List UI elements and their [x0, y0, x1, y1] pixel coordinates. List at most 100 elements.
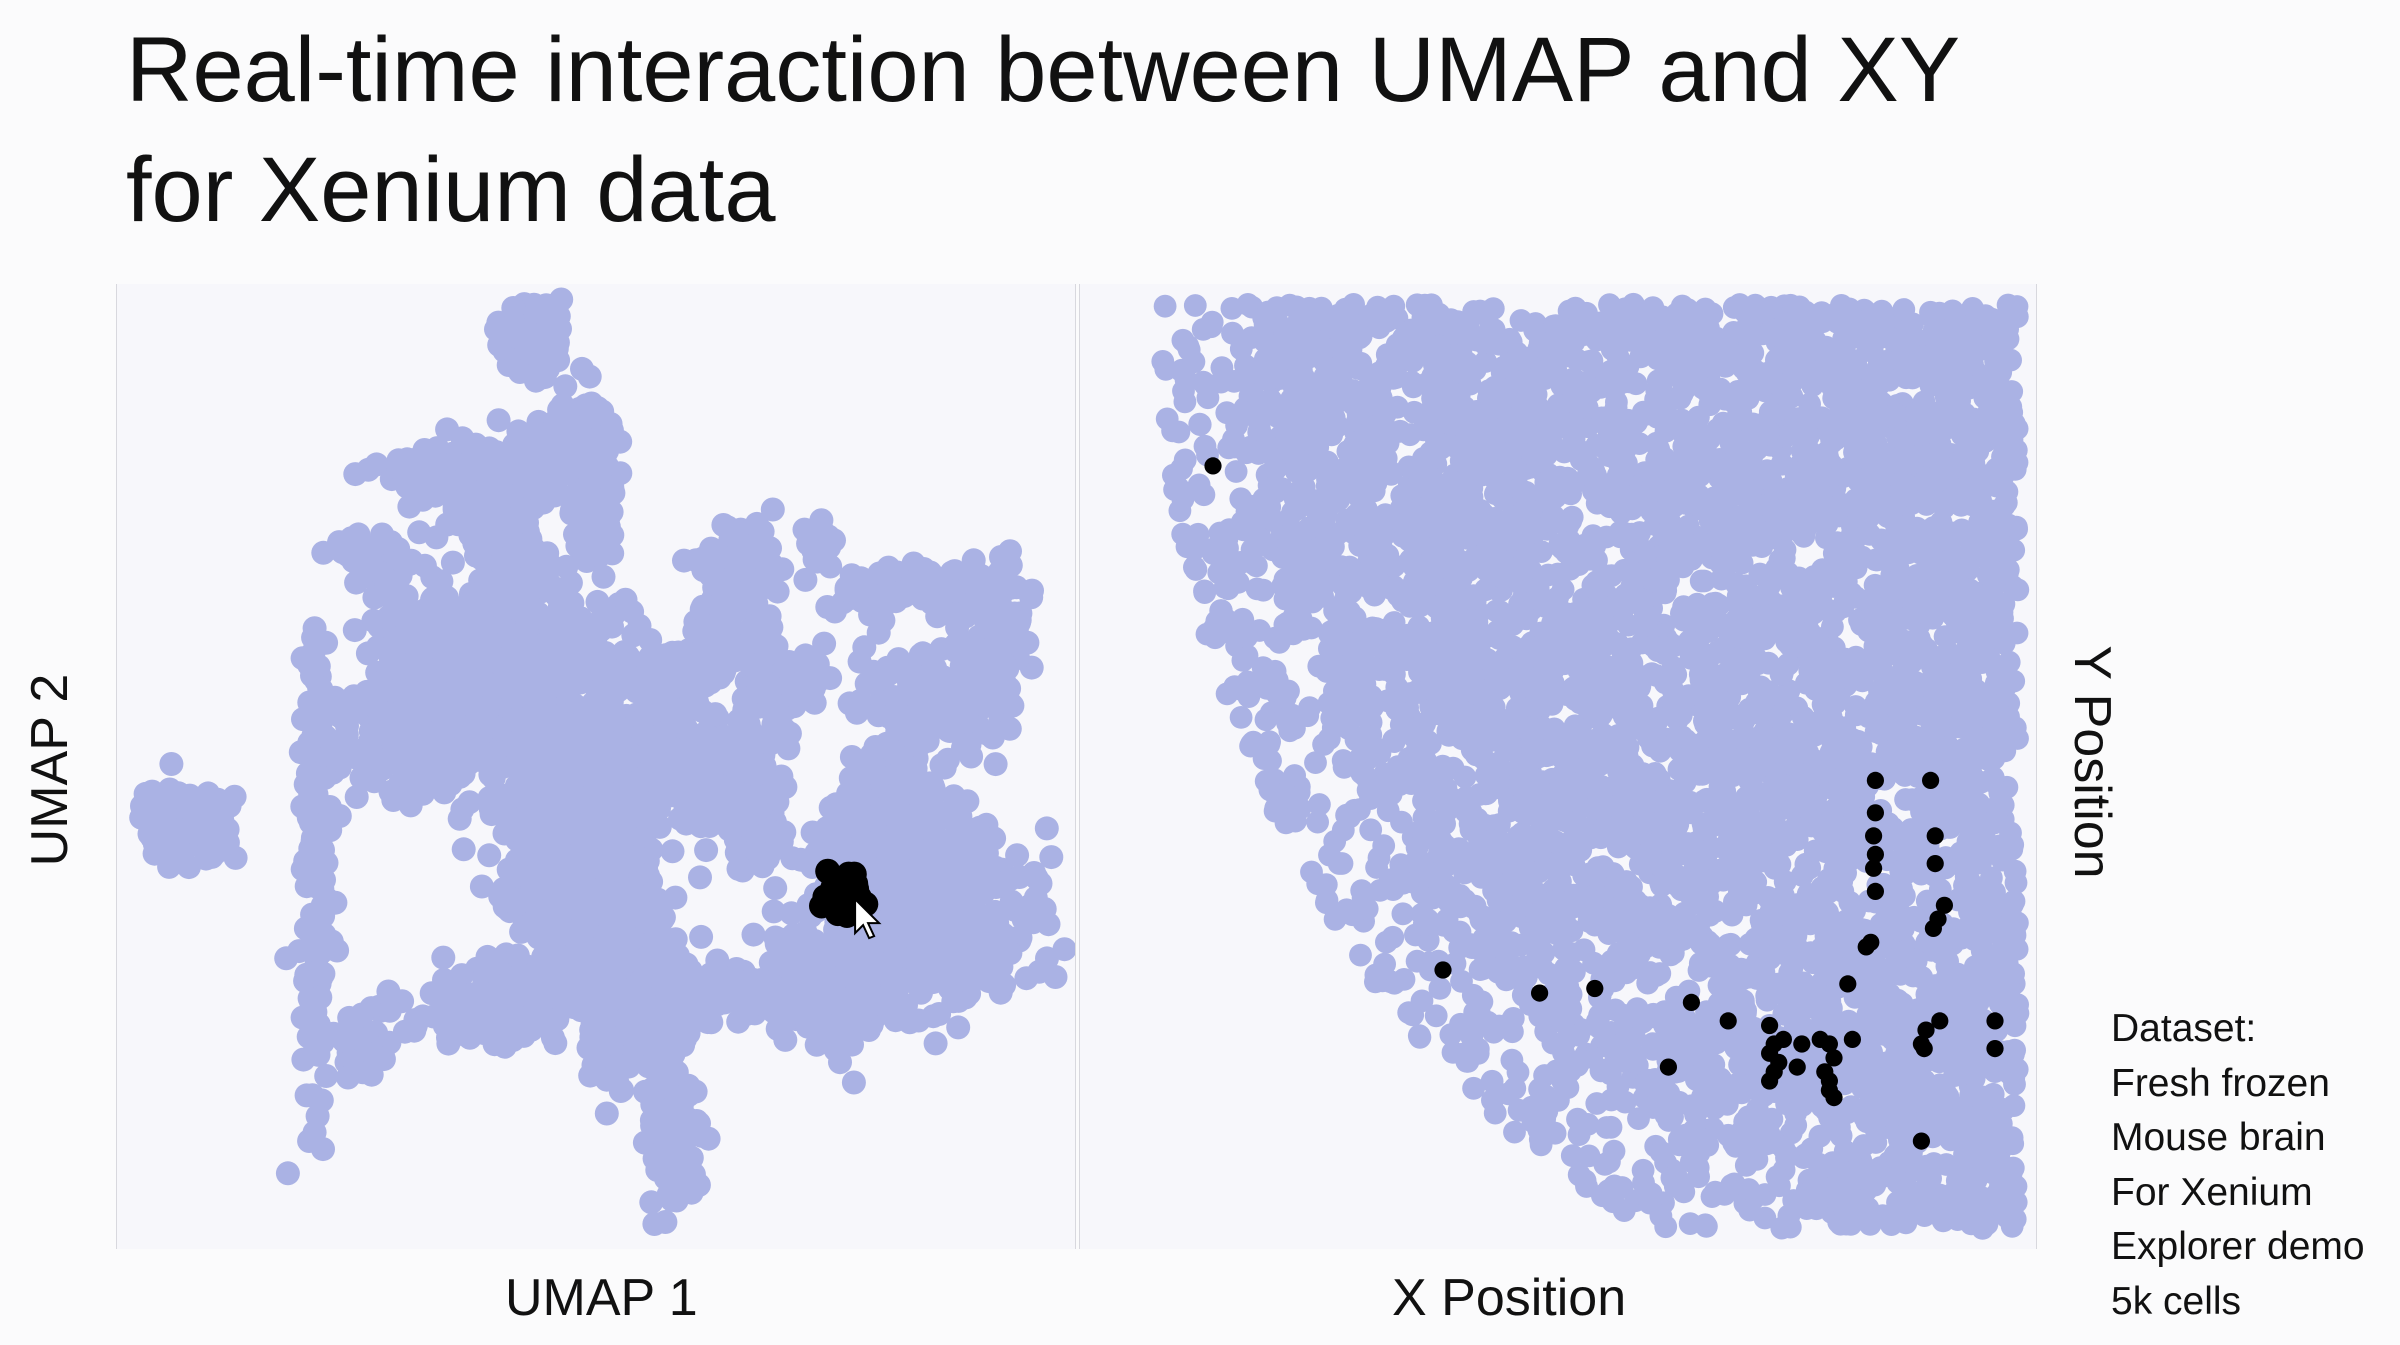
umap-cell-point: [580, 430, 605, 455]
xy-scatter-plot[interactable]: [1080, 284, 2036, 1249]
umap-cell-point: [462, 997, 487, 1022]
umap-cell-point: [547, 595, 572, 620]
umap-selected-point: [823, 873, 850, 899]
umap-cell-point: [720, 984, 745, 1009]
umap-cell-point: [317, 795, 342, 819]
umap-cell-point: [591, 564, 616, 589]
umap-cell-point: [308, 852, 333, 877]
umap-cell-point: [816, 840, 841, 865]
umap-cell-point: [946, 1015, 971, 1040]
umap-cell-point: [606, 909, 630, 934]
umap-cell-point: [967, 638, 992, 663]
umap-cell-point: [746, 761, 770, 786]
umap-cell-point: [656, 1043, 681, 1068]
umap-cell-point: [569, 814, 594, 839]
umap-cell-point: [302, 961, 327, 986]
umap-cell-point: [472, 749, 497, 774]
umap-cell-point: [431, 945, 456, 970]
umap-cell-point: [698, 962, 723, 987]
umap-cell-point: [970, 860, 994, 885]
umap-cell-point: [910, 641, 935, 666]
umap-cell-point: [584, 488, 609, 513]
umap-cell-point: [983, 752, 1008, 777]
umap-cell-point: [506, 684, 530, 709]
umap-cell-point: [853, 571, 878, 596]
umap-cell-point: [605, 1053, 630, 1078]
umap-cell-point: [287, 939, 312, 964]
umap-cell-point: [750, 519, 775, 544]
umap-cell-point: [594, 1101, 619, 1126]
umap-cell-point: [533, 858, 558, 883]
umap-cell-point: [828, 936, 853, 961]
umap-cell-point: [507, 978, 532, 1003]
umap-cell-point: [157, 777, 182, 802]
umap-cell-point: [638, 628, 663, 652]
umap-cell-point: [213, 819, 238, 844]
umap-cell-point: [588, 742, 613, 766]
umap-cell-point: [495, 805, 520, 830]
umap-cell-point: [909, 779, 934, 804]
umap-cell-point: [573, 545, 598, 570]
umap-cell-point: [431, 989, 456, 1014]
umap-cell-point: [528, 749, 553, 774]
umap-cell-point: [343, 462, 368, 487]
umap-cell-point: [873, 563, 898, 588]
umap-cell-point: [905, 928, 930, 953]
umap-cell-point: [206, 787, 230, 812]
umap-cell-point: [574, 722, 599, 747]
umap-cell-point: [660, 839, 685, 864]
umap-cell-point: [866, 620, 891, 645]
umap-cell-point: [413, 447, 438, 472]
umap-cell-point: [314, 1064, 339, 1088]
umap-cell-point: [777, 650, 802, 674]
umap-cell-point: [658, 1172, 683, 1197]
umap-cell-point: [881, 685, 906, 709]
umap-cell-point: [983, 899, 1008, 924]
umap-cell-point: [329, 705, 354, 730]
umap-cell-point: [984, 958, 1009, 983]
umap-cell-point: [558, 570, 583, 595]
umap-cell-point: [923, 964, 948, 989]
umap-cell-point: [838, 986, 862, 1011]
umap-cell-point: [528, 1002, 553, 1027]
umap-cell-point: [430, 722, 455, 747]
umap-cell-point: [733, 538, 758, 563]
umap-cell-point: [349, 1002, 374, 1027]
umap-cell-point: [466, 627, 491, 652]
umap-cell-point: [405, 686, 430, 711]
umap-panel[interactable]: [116, 284, 1076, 1249]
umap-cell-point: [685, 990, 710, 1015]
umap-cell-point: [793, 567, 818, 592]
umap-cell-point: [450, 797, 475, 822]
umap-cell-point: [504, 892, 529, 917]
umap-cell-point: [433, 612, 458, 637]
umap-cell-point: [307, 675, 332, 700]
umap-cell-point: [533, 790, 558, 815]
umap-cell-point: [365, 696, 390, 721]
umap-cell-point: [486, 408, 511, 433]
umap-cell-point: [653, 720, 678, 745]
xy-panel[interactable]: [1079, 284, 2037, 1249]
umap-cell-point: [996, 602, 1021, 627]
umap-cell-point: [391, 550, 416, 575]
umap-cell-point: [743, 628, 768, 653]
umap-cell-point: [550, 711, 575, 736]
umap-cell-point: [897, 968, 922, 993]
umap-cell-point: [291, 707, 315, 732]
umap-cell-point: [923, 1031, 948, 1056]
umap-cell-point: [907, 800, 932, 824]
umap-cell-point: [768, 977, 793, 1002]
umap-cell-point: [776, 736, 801, 761]
umap-cell-point: [549, 967, 574, 992]
umap-cell-point: [496, 626, 521, 651]
umap-cell-point: [1024, 865, 1049, 890]
umap-cell-point: [961, 548, 986, 573]
umap-cell-point: [313, 724, 338, 749]
umap-cell-point: [622, 975, 647, 1000]
umap-cell-point: [570, 356, 594, 381]
umap-cell-point: [818, 554, 843, 579]
umap-cell-point: [424, 525, 449, 550]
umap-cell-point: [344, 785, 369, 809]
umap-cell-point: [528, 431, 553, 456]
umap-scatter-plot[interactable]: [117, 284, 1075, 1249]
